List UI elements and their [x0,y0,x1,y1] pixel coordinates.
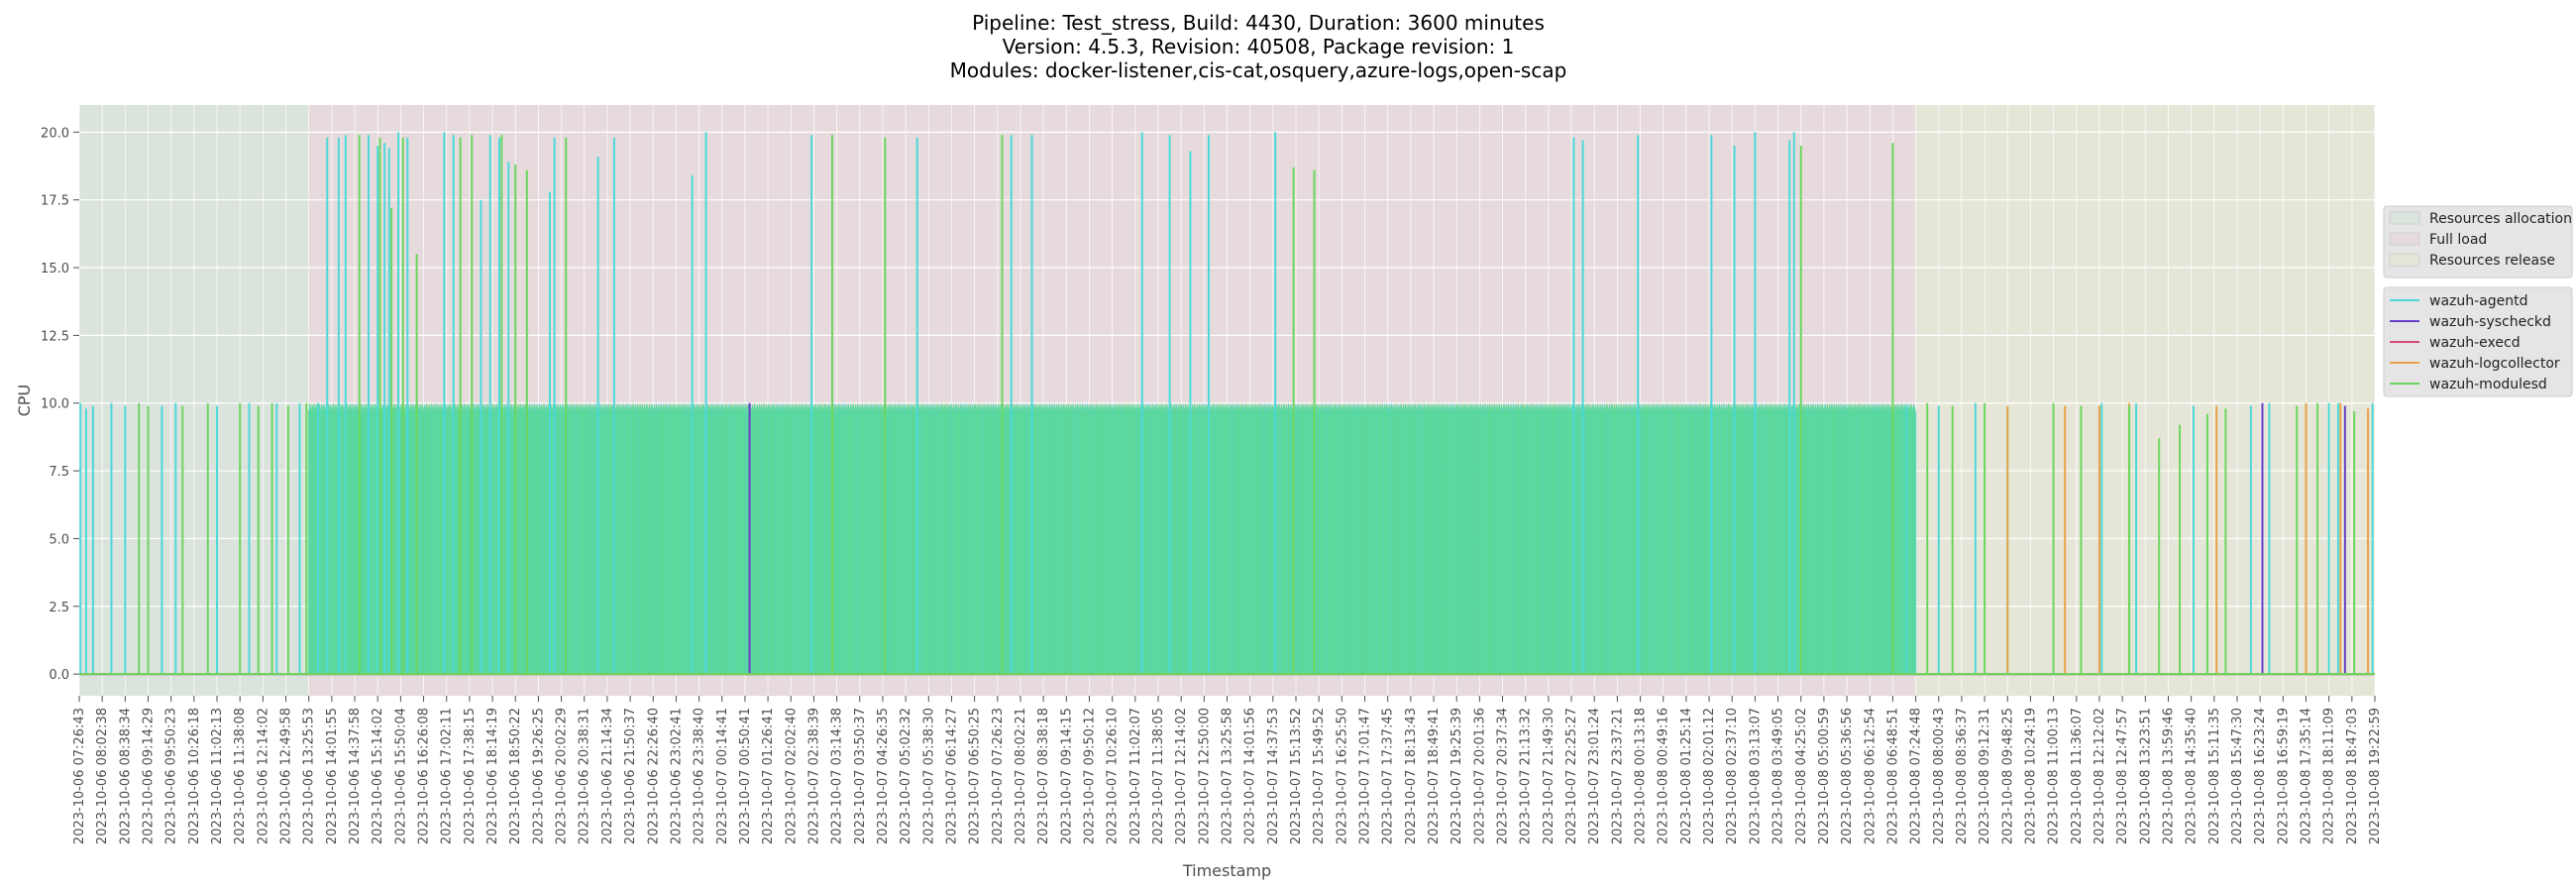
plot-area [78,105,2376,696]
chart-title-line: Modules: docker-listener,cis-cat,osquery… [950,58,1567,82]
chart-title-line: Pipeline: Test_stress, Build: 4430, Dura… [972,11,1545,35]
chart-title-line: Version: 4.5.3, Revision: 40508, Package… [1003,35,1515,58]
series-dense-activity [308,403,1917,675]
chart-title: Pipeline: Test_stress, Build: 4430, Dura… [950,11,1567,82]
